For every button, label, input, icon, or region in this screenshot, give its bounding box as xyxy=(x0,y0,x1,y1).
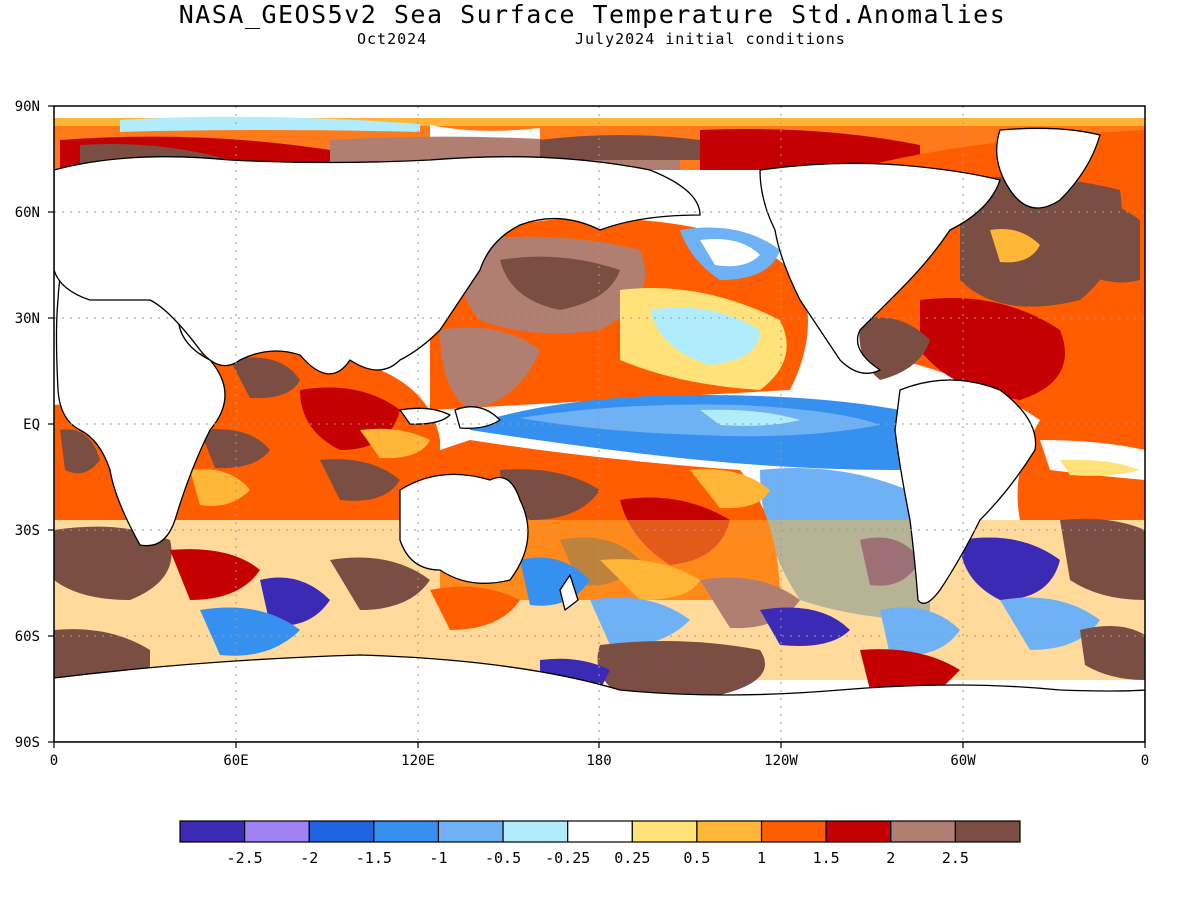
colorbar-swatch xyxy=(954,820,1021,843)
colorbar-tick-label: -0.5 xyxy=(485,849,521,867)
longitude-labels: 0 60E 120E 180 120W 60W 0 xyxy=(50,753,1149,769)
colorbar-swatch xyxy=(567,820,633,843)
australia-landmass xyxy=(399,473,529,584)
colorbar-tick-label: 2 xyxy=(886,849,895,867)
colorbar-swatch xyxy=(825,820,892,843)
lon-label: 0 xyxy=(50,753,58,769)
lat-label: 30N xyxy=(15,311,40,327)
colorbar-swatch xyxy=(437,820,504,843)
colorbar-tick-label: -1 xyxy=(429,849,447,867)
map-title: NASA_GEOS5v2 Sea Surface Temperature Std… xyxy=(178,0,1007,29)
colorbar-labels: -2.5 -2 -1.5 -1 -0.5 -0.25 0.25 0.5 1 1.5 2 2.5 xyxy=(227,849,969,867)
lat-label: 30S xyxy=(15,523,40,539)
lat-label: 90N xyxy=(15,99,40,115)
colorbar-tick-label: 1.5 xyxy=(813,849,840,867)
colorbar-swatch xyxy=(631,820,698,843)
initial-conditions-label: July2024 initial conditions xyxy=(575,30,846,48)
colorbar-tick-label: -1.5 xyxy=(356,849,392,867)
colorbar-swatch xyxy=(502,820,569,843)
forecast-month: Oct2024 xyxy=(357,30,428,48)
latitude-labels: 90N 60N 30N EQ 30S 60S 90S xyxy=(15,99,40,751)
lon-label: 120E xyxy=(401,753,435,769)
lon-label: 180 xyxy=(586,753,611,769)
lon-label: 0 xyxy=(1141,753,1149,769)
axis-ticks xyxy=(48,105,1146,748)
lat-label: EQ xyxy=(23,417,40,433)
lat-label: 90S xyxy=(15,735,40,751)
colorbar-tick-label: 0.5 xyxy=(683,849,710,867)
colorbar-tick-label: 1 xyxy=(757,849,766,867)
colorbar-tick-label: -2 xyxy=(300,849,318,867)
colorbar-tick-label: -2.5 xyxy=(227,849,263,867)
colorbar-swatch xyxy=(890,820,956,843)
lon-label: 120W xyxy=(764,753,798,769)
eurasia-landmass xyxy=(54,156,701,375)
south-america-landmass xyxy=(894,379,1037,604)
colorbar-tick-label: 0.25 xyxy=(614,849,650,867)
graticule xyxy=(54,106,1145,742)
colorbar-tick-label: -0.25 xyxy=(545,849,590,867)
north-america-landmass xyxy=(759,162,1001,374)
colorbar-swatch xyxy=(373,820,440,843)
colorbar-swatch xyxy=(696,820,763,843)
greenland-landmass xyxy=(996,127,1101,209)
lon-label: 60E xyxy=(223,753,248,769)
colorbar-swatch xyxy=(308,820,375,843)
lat-label: 60S xyxy=(15,629,40,645)
colorbar-swatch xyxy=(179,820,246,843)
colorbar-tick-label: 2.5 xyxy=(942,849,969,867)
lat-label: 60N xyxy=(15,205,40,221)
colorbar-swatch xyxy=(244,820,310,843)
colorbar xyxy=(179,820,1021,843)
colorbar-swatch xyxy=(760,820,827,843)
africa-landmass xyxy=(55,248,226,547)
lon-label: 60W xyxy=(950,753,976,769)
